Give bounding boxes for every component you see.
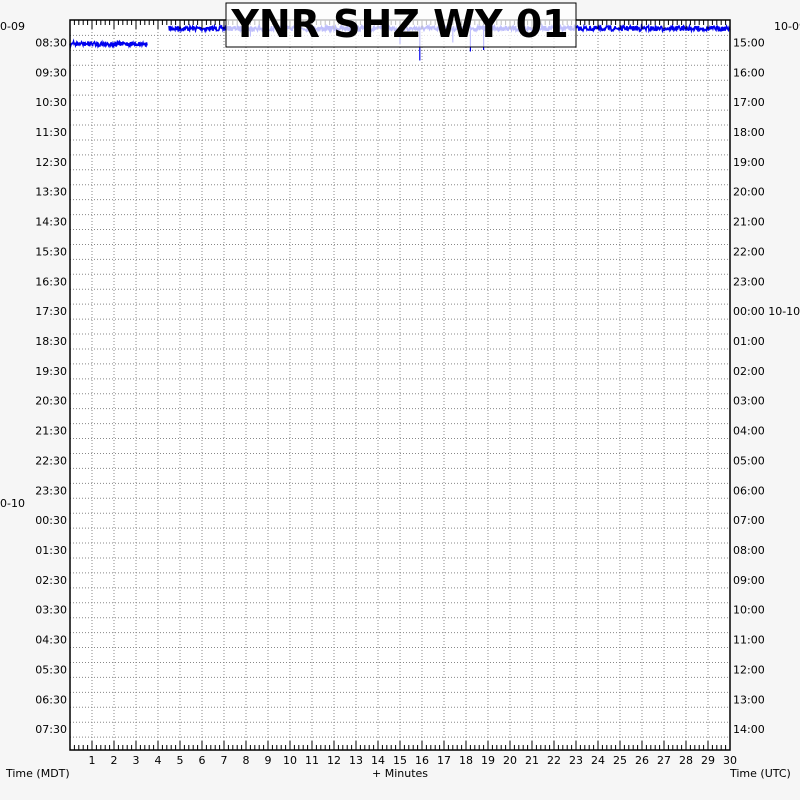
right-axis-label: Time (UTC): [729, 767, 791, 780]
x-tick-label: 15: [393, 754, 407, 767]
x-tick-label: 20: [503, 754, 517, 767]
right-time-label: 05:00: [733, 454, 765, 467]
left-time-label: 05:30: [35, 663, 67, 676]
x-tick-label: 2: [111, 754, 118, 767]
right-time-label: 11:00: [733, 634, 765, 647]
left-time-label: 20:30: [35, 395, 67, 408]
x-tick-label: 26: [635, 754, 649, 767]
right-time-label: 01:00: [733, 335, 765, 348]
x-tick-label: 9: [265, 754, 272, 767]
date-label-left-top: 10-09: [0, 20, 25, 33]
right-time-label: 13:00: [733, 693, 765, 706]
left-time-label: 15:30: [35, 245, 67, 258]
x-tick-label: 25: [613, 754, 627, 767]
plot-area: [70, 20, 730, 750]
x-tick-label: 11: [305, 754, 319, 767]
left-time-label: 07:30: [35, 723, 67, 736]
x-tick-label: 6: [199, 754, 206, 767]
x-tick-label: 12: [327, 754, 341, 767]
right-time-label: 19:00: [733, 156, 765, 169]
right-time-label: 21:00: [733, 216, 765, 229]
trace-segment: [69, 38, 148, 50]
x-tick-label: 29: [701, 754, 715, 767]
right-time-label: 06:00: [733, 484, 765, 497]
x-tick-label: 28: [679, 754, 693, 767]
x-tick-label: 30: [723, 754, 737, 767]
right-time-label: 20:00: [733, 186, 765, 199]
left-time-label: 14:30: [35, 216, 67, 229]
left-time-label: 17:30: [35, 305, 67, 318]
x-tick-label: 27: [657, 754, 671, 767]
x-tick-label: 24: [591, 754, 605, 767]
left-time-label: 11:30: [35, 126, 67, 139]
date-label-left-mid: 10-10: [0, 497, 25, 510]
left-time-label: 23:30: [35, 484, 67, 497]
right-time-label: 09:00: [733, 574, 765, 587]
x-tick-label: 10: [283, 754, 297, 767]
right-time-label: 14:00: [733, 723, 765, 736]
x-axis-label: + Minutes: [372, 767, 428, 780]
left-time-label: 18:30: [35, 335, 67, 348]
x-tick-label: 23: [569, 754, 583, 767]
left-time-label: 13:30: [35, 186, 67, 199]
x-tick-label: 4: [155, 754, 162, 767]
left-time-label: 21:30: [35, 425, 67, 438]
left-time-label: 12:30: [35, 156, 67, 169]
left-time-label: 10:30: [35, 96, 67, 109]
x-tick-label: 3: [133, 754, 140, 767]
x-tick-label: 7: [221, 754, 228, 767]
right-time-label: 08:00: [733, 544, 765, 557]
x-tick-label: 22: [547, 754, 561, 767]
x-tick-label: 21: [525, 754, 539, 767]
left-time-label: 04:30: [35, 634, 67, 647]
right-time-label: 04:00: [733, 425, 765, 438]
left-axis-label: Time (MDT): [5, 767, 70, 780]
right-time-label: 00:00 10-10: [733, 305, 800, 318]
right-time-label: 22:00: [733, 245, 765, 258]
left-time-label: 09:30: [35, 66, 67, 79]
left-time-label: 16:30: [35, 275, 67, 288]
date-label-right-top: 10-09: [774, 20, 800, 33]
right-time-label: 16:00: [733, 66, 765, 79]
x-tick-label: 14: [371, 754, 385, 767]
right-time-label: 10:00: [733, 604, 765, 617]
x-tick-label: 17: [437, 754, 451, 767]
x-tick-label: 1: [89, 754, 96, 767]
left-time-label: 08:30: [35, 36, 67, 49]
x-tick-label: 8: [243, 754, 250, 767]
right-time-label: 18:00: [733, 126, 765, 139]
right-time-label: 15:00: [733, 36, 765, 49]
right-time-label: 07:00: [733, 514, 765, 527]
right-time-label: 17:00: [733, 96, 765, 109]
left-time-label: 06:30: [35, 693, 67, 706]
left-time-label: 22:30: [35, 454, 67, 467]
right-time-label: 23:00: [733, 275, 765, 288]
right-time-label: 03:00: [733, 395, 765, 408]
labels: 1 2 3 4 5 6 7 8 9 10 11 12 13 14 15 16 17 18 19 20 21 22 23 24 2…: [35, 36, 800, 767]
right-time-label: 02:00: [733, 365, 765, 378]
grid: [70, 20, 730, 750]
x-tick-label: 16: [415, 754, 429, 767]
x-tick-label: 18: [459, 754, 473, 767]
left-time-label: 01:30: [35, 544, 67, 557]
x-tick-label: 13: [349, 754, 363, 767]
x-tick-label: 5: [177, 754, 184, 767]
title-box: YNR SHZ WY 01: [225, 2, 577, 48]
chart-title: YNR SHZ WY 01: [230, 2, 568, 46]
left-time-label: 19:30: [35, 365, 67, 378]
right-time-label: 12:00: [733, 663, 765, 676]
x-tick-label: 19: [481, 754, 495, 767]
left-time-label: 02:30: [35, 574, 67, 587]
left-time-label: 00:30: [35, 514, 67, 527]
left-time-label: 03:30: [35, 604, 67, 617]
